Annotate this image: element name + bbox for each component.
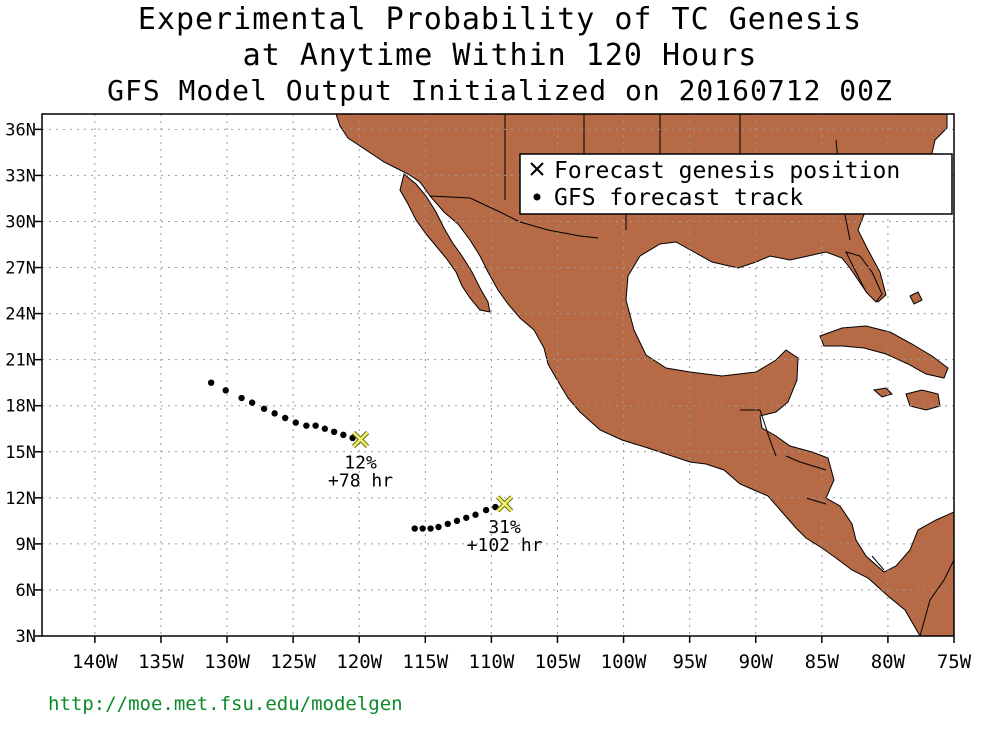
land-layer [335,114,954,636]
genesis-probability-label: 31% [488,517,521,538]
track-point [238,394,245,402]
genesis-probability-label: 12% [344,452,377,473]
track-point [222,387,229,394]
lon-tick-label: 75W [937,651,972,673]
track-point [444,520,451,528]
lat-tick-label: 15N [5,443,36,463]
legend: Forecast genesis position GFS forecast t… [519,153,953,215]
lat-tick-label: 21N [5,351,36,371]
track-point [340,431,347,439]
track-point [349,434,356,442]
genesis-marker [496,495,514,513]
lat-tick-label: 3N [16,627,36,647]
track-point [435,523,442,531]
lon-tick-label: 80W [871,651,906,673]
lon-tick-label: 85W [805,651,840,673]
track-point [321,425,329,432]
land-bahamas [909,291,923,305]
lat-tick-label: 36N [5,120,36,140]
map-frame [41,113,955,637]
legend-dot-icon [533,193,541,201]
lat-tick-label: 27N [5,259,36,279]
title-line-3: GFS Model Output Initialized on 20160712… [107,74,893,107]
lat-tick-label: 24N [5,305,36,325]
track-point [248,399,256,406]
genesis-marker [351,430,370,449]
land-north-america [335,114,954,636]
track-point [292,419,299,426]
legend-genesis-label: Forecast genesis position [554,158,900,184]
lon-tick-label: 135W [138,651,184,673]
track-point [463,514,470,521]
lon-tick-label: 90W [739,651,774,673]
track-point [330,428,338,436]
lat-tick-label: 18N [5,397,36,417]
lat-tick-label: 30N [5,212,36,232]
track-point [472,511,479,518]
track-point [303,422,310,429]
track-point [282,414,289,422]
track-point [482,506,490,514]
footer-url-link[interactable]: http://moe.met.fsu.edu/modelgen [48,693,403,715]
lon-tick-label: 130W [204,651,250,673]
track-point [419,525,426,532]
lon-tick-label: 95W [672,651,707,673]
lat-tick-label: 9N [16,535,36,555]
lat-tick-label: 12N [5,489,36,509]
genesis-lead-time-label: +78 hr [328,470,393,491]
track-point [411,525,418,532]
track-point [453,517,461,525]
lon-tick-label: 125W [270,651,316,673]
land-florida [845,251,883,303]
title-line-2: at Anytime Within 120 Hours [242,38,758,73]
genesis-lead-time-label: +102 hr [467,535,543,556]
land-baja-california [399,173,491,313]
axis-ticks: 140W 135W 130W 125W 120W 115W 110W 105W 100W 95W 9… [5,120,971,673]
lon-tick-label: 140W [72,651,118,673]
lon-tick-label: 120W [336,651,382,673]
legend-x-icon [530,162,544,176]
track-point [207,379,215,386]
lat-tick-label: 33N [5,166,36,186]
track-point [260,405,268,412]
legend-track-label: GFS forecast track [554,185,803,211]
title-line-1: Experimental Probability of TC Genesis [137,2,863,37]
land-south-america [919,559,954,636]
lon-tick-label: 110W [469,651,515,673]
track-point [427,525,434,532]
lon-tick-label: 115W [402,651,448,673]
legend-box [519,153,953,215]
land-cuba [819,325,949,379]
lon-tick-label: 100W [601,651,647,673]
lon-tick-label: 105W [535,651,581,673]
forecast-tracks: 12%+78 hr 31%+102 hr [207,379,543,556]
track-point [312,422,319,429]
track-point [271,410,278,417]
lat-tick-label: 6N [16,581,36,601]
